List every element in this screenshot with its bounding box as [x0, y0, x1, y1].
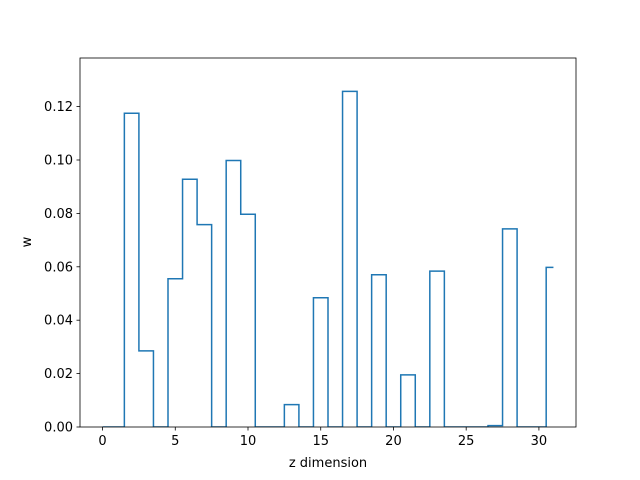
x-tick-label: 20: [385, 434, 402, 449]
y-axis-label: w: [20, 236, 35, 247]
x-axis-label: z dimension: [289, 456, 367, 471]
axes: 0 5 10 15 20 25 30 0.00 0.02 0.04 0.06 0.08 0.10 0.12: [44, 57, 577, 449]
plot-area: [102, 90, 554, 427]
x-tick-label: 15: [312, 434, 329, 449]
x-tick-label: 10: [240, 434, 257, 449]
y-tick-label: 0.06: [44, 260, 73, 275]
y-tick-label: 0.02: [44, 367, 73, 382]
axes-frame: [79, 57, 577, 428]
x-tick-label: 30: [531, 434, 548, 449]
x-tick-label: 25: [458, 434, 475, 449]
series-line-0: [102, 90, 554, 427]
y-tick-label: 0.10: [44, 153, 73, 168]
y-tick-label: 0.08: [44, 207, 73, 222]
y-tick-label: 0.12: [44, 100, 73, 115]
y-tick-label: 0.04: [44, 314, 73, 329]
y-tick-label: 0.00: [44, 421, 73, 436]
x-tick-label: 5: [171, 434, 179, 449]
x-tick-label: 0: [98, 434, 106, 449]
